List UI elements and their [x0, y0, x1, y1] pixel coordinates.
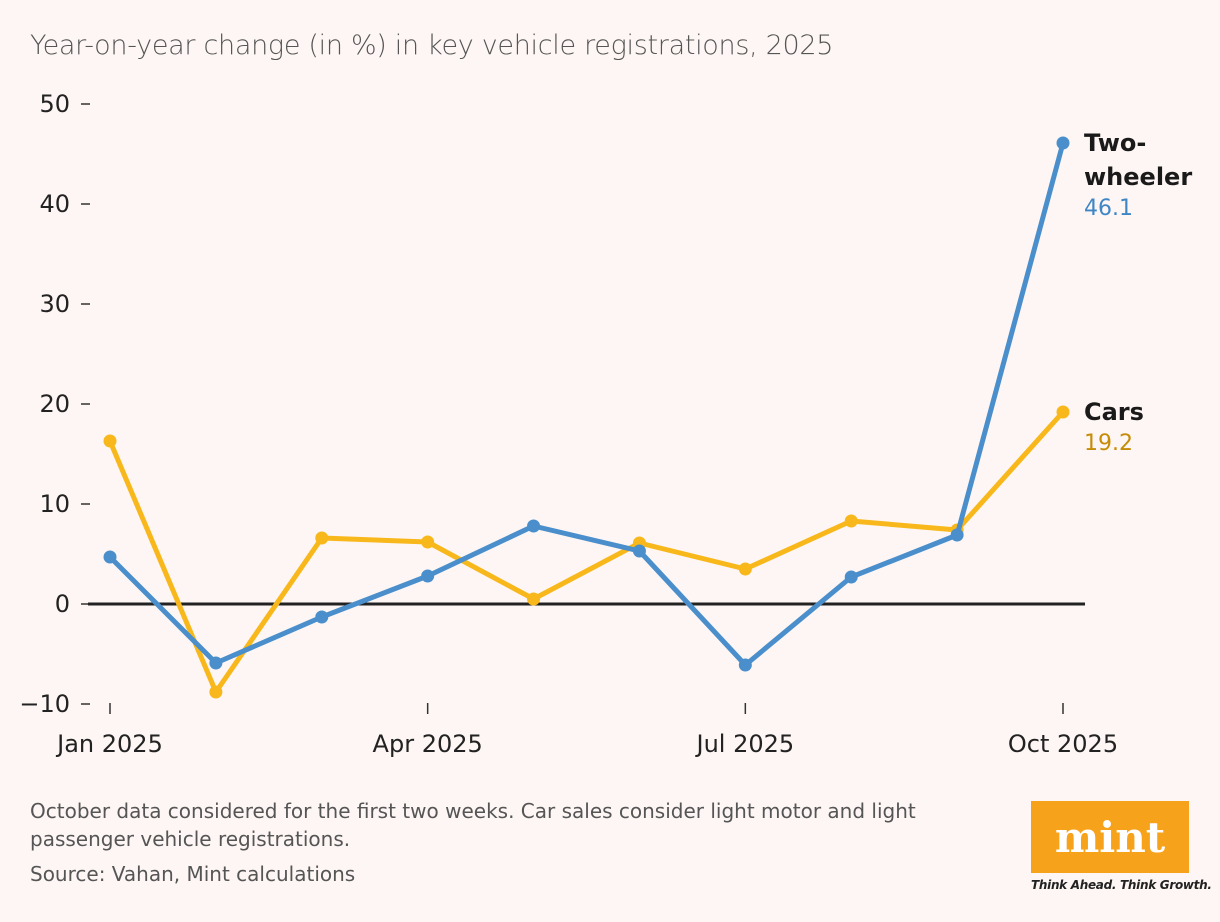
point — [421, 535, 435, 549]
y-tick-label: 40 — [39, 190, 70, 218]
point — [1056, 405, 1070, 419]
note: October data considered for the first tw… — [30, 799, 916, 851]
point — [421, 569, 435, 583]
y-tick-label: 30 — [39, 290, 70, 318]
series-line — [107, 410, 1065, 695]
tagline: Think Ahead. Think Growth. — [1031, 878, 1212, 892]
series-line — [108, 142, 1066, 668]
point — [632, 544, 646, 558]
y-tick-label: 50 — [39, 90, 70, 118]
logo: mint — [1031, 801, 1189, 873]
point — [527, 519, 541, 533]
value-label: 46.1 — [1084, 196, 1133, 221]
point — [844, 570, 858, 584]
point — [950, 528, 964, 542]
x-tick-label: Apr 2025 — [373, 730, 483, 758]
series-label: Cars — [1084, 398, 1144, 426]
y-tick-label: 20 — [39, 390, 70, 418]
point — [844, 514, 858, 528]
x-tick-label: Jul 2025 — [694, 730, 794, 758]
y-tick-label: 10 — [39, 490, 70, 518]
source: Source: Vahan, Mint calculations — [30, 862, 356, 886]
point — [103, 434, 117, 448]
point — [527, 592, 541, 606]
point — [209, 656, 223, 670]
point — [315, 531, 329, 545]
point — [738, 658, 752, 672]
point — [315, 610, 329, 624]
point — [1056, 136, 1070, 150]
point — [103, 550, 117, 564]
x-tick-label: Jan 2025 — [55, 730, 163, 758]
chart-title: Year-on-year change (in %) in key vehicl… — [30, 30, 834, 61]
point — [738, 562, 752, 576]
y-tick-label: 0 — [55, 590, 70, 618]
value-label: 19.2 — [1084, 431, 1133, 456]
series-label: Two-wheeler — [1084, 129, 1193, 191]
x-tick-label: Oct 2025 — [1008, 730, 1118, 758]
y-tick-label: −10 — [19, 690, 70, 718]
point — [209, 685, 223, 699]
